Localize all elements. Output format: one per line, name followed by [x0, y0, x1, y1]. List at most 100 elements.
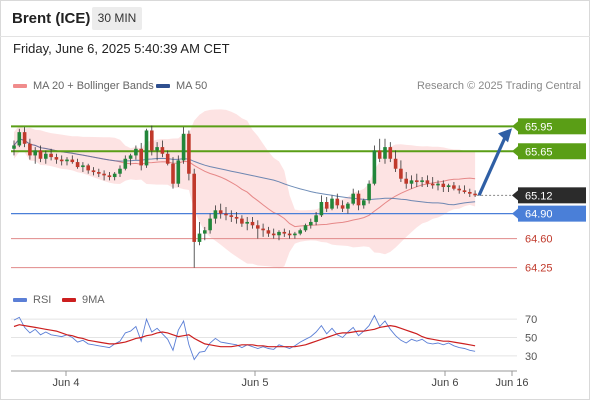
x-tick-label: Jun 4 — [53, 377, 80, 389]
candle-body — [404, 178, 408, 184]
candle-body — [457, 188, 461, 191]
candle-body — [128, 155, 133, 159]
candle-body — [229, 215, 234, 217]
rsi-ma-line — [13, 324, 476, 348]
candle-body — [383, 147, 387, 159]
candle-body — [97, 172, 101, 174]
level-pointer-65.65 — [512, 146, 518, 157]
candle-body — [203, 230, 207, 234]
candle-body — [171, 163, 175, 184]
candle-body — [102, 173, 106, 176]
candle-body — [473, 193, 477, 196]
candle-body — [213, 210, 218, 219]
ma50-label: MA 50 — [176, 80, 208, 92]
candle-body — [123, 158, 128, 169]
candle-body — [261, 228, 265, 231]
candle-body — [65, 159, 69, 162]
candle-body — [22, 132, 27, 144]
candle-body — [298, 230, 302, 234]
candle-body — [362, 200, 366, 206]
rsi-tick-50: 50 — [525, 333, 537, 345]
candle-body — [271, 233, 276, 236]
candle-body — [319, 201, 324, 216]
candle-body — [277, 231, 281, 236]
candle-body — [54, 157, 59, 160]
candle-body — [303, 225, 308, 231]
candle-body — [425, 180, 430, 184]
candle-body — [112, 173, 117, 178]
level-label-64.90: 64.90 — [525, 209, 553, 221]
timeframe-badge[interactable]: 30 MIN — [92, 7, 142, 30]
ma9-label: 9MA — [82, 294, 105, 306]
candle-body — [441, 183, 446, 188]
candle-body — [208, 218, 212, 231]
rsi-swatch — [13, 298, 27, 303]
candle-body — [165, 153, 170, 164]
x-tick-label: Jun 16 — [495, 377, 528, 389]
instrument-title: Brent (ICE) — [12, 10, 91, 27]
candle-body — [409, 180, 414, 184]
candle-body — [75, 162, 80, 168]
ma20-label: MA 20 + Bollinger Bands — [33, 80, 154, 92]
candle-body — [181, 133, 186, 161]
current-price-box — [518, 187, 586, 204]
candle-body — [192, 173, 196, 242]
candle-body — [240, 218, 244, 224]
forecast-arrow-shaft — [477, 134, 508, 196]
candle-body — [150, 130, 154, 151]
candle-body — [86, 165, 90, 171]
level-label-65.65: 65.65 — [525, 146, 553, 158]
candle-body — [324, 201, 329, 209]
candle-body — [81, 165, 85, 168]
current-price-label: 65.12 — [525, 190, 553, 202]
candle-body — [144, 130, 149, 166]
ma50-swatch — [156, 84, 170, 89]
candle-body — [12, 145, 16, 149]
current-price-pointer — [512, 190, 518, 201]
candle-body — [415, 180, 419, 183]
candle-body — [187, 133, 191, 174]
legend-ma50: MA 50 — [156, 80, 207, 92]
candle-body — [107, 175, 112, 178]
candle-body — [139, 148, 143, 166]
rsi-label: RSI — [33, 294, 52, 306]
candle-body — [446, 185, 451, 188]
level-box-65.95 — [518, 118, 586, 135]
candle-body — [28, 143, 32, 156]
candle-body — [399, 168, 403, 179]
candle-body — [176, 160, 181, 184]
candle-body — [17, 132, 22, 146]
candle-body — [197, 233, 202, 242]
candle-body — [314, 215, 318, 222]
header-bar: Brent (ICE) 30 MIN — [0, 0, 590, 37]
level-box-65.65 — [518, 143, 586, 160]
candle-body — [377, 150, 382, 159]
candle-body — [335, 198, 340, 206]
level-pointer-64.90 — [512, 208, 518, 219]
candle-body — [38, 150, 43, 159]
candle-body — [351, 193, 355, 204]
candle-body — [256, 225, 260, 229]
candle-body — [388, 147, 393, 159]
candle-body — [91, 170, 96, 173]
legend-rsi: RSI — [13, 294, 51, 306]
research-credit: Research © 2025 Trading Central — [416, 80, 581, 92]
candle-body — [468, 192, 472, 194]
candle-body — [155, 147, 159, 151]
legend-ma20: MA 20 + Bollinger Bands — [13, 80, 154, 92]
candle-body — [70, 159, 75, 163]
candle-body — [118, 168, 122, 174]
candle-body — [393, 158, 398, 169]
candle-body — [49, 153, 53, 158]
candle-body — [356, 193, 361, 206]
candle-body — [33, 150, 37, 156]
candle-body — [372, 150, 377, 184]
bollinger-band — [14, 109, 476, 269]
rsi-line — [13, 314, 476, 361]
candle-body — [250, 221, 255, 226]
forecast-arrow-head — [498, 128, 512, 143]
candle-body — [134, 148, 138, 156]
candle-body — [266, 230, 271, 234]
candle-body — [44, 153, 48, 159]
